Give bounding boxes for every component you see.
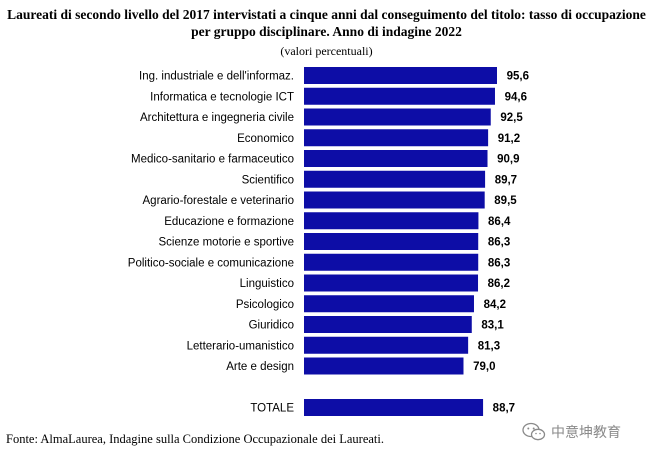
data-label: 84,2 <box>484 299 506 311</box>
data-label: 79,0 <box>473 361 495 373</box>
category-label: Educazione e formazione <box>164 216 294 228</box>
category-label: Ing. industriale e dell'informaz. <box>139 71 294 83</box>
data-label: 89,7 <box>495 174 517 186</box>
data-label: 89,5 <box>494 195 517 207</box>
category-label: Arte e design <box>226 361 294 373</box>
data-label: 95,6 <box>507 71 529 83</box>
category-label: Informatica e tecnologie ICT <box>150 91 294 103</box>
watermark-text: 中意坤教育 <box>551 425 621 441</box>
chart-title-line-2: per gruppo disciplinare. Anno di indagin… <box>191 24 462 39</box>
watermark: 中意坤教育 <box>522 421 621 443</box>
source-note: Fonte: AlmaLaurea, Indagine sulla Condiz… <box>6 432 384 446</box>
bar <box>304 170 486 188</box>
data-label: 94,6 <box>505 91 527 103</box>
bar <box>304 274 479 292</box>
chart-title: Laureati di secondo livello del 2017 int… <box>0 6 653 40</box>
chart-title-line-1: Laureati di secondo livello del 2017 int… <box>7 7 646 22</box>
bar <box>304 233 479 250</box>
bar <box>304 150 488 167</box>
data-label: 86,3 <box>488 257 510 269</box>
category-label: Politico-sociale e comunicazione <box>128 257 294 269</box>
wechat-logo-icon <box>522 422 546 441</box>
category-label: TOTALE <box>250 403 294 415</box>
category-label: Architettura e ingegneria civile <box>140 112 294 124</box>
bar <box>304 108 491 126</box>
data-label: 81,3 <box>478 340 500 352</box>
category-label: Medico-sanitario e farmaceutico <box>131 154 294 166</box>
category-label: Giuridico <box>249 320 294 332</box>
bar <box>304 129 489 147</box>
data-label: 86,4 <box>488 216 511 228</box>
data-label: 83,1 <box>481 320 504 332</box>
data-label: 92,5 <box>500 112 523 124</box>
category-label: Scienze motorie e sportive <box>158 237 294 249</box>
category-label: Linguistico <box>240 278 294 290</box>
bar <box>304 87 495 105</box>
category-label: Scientifico <box>242 174 294 186</box>
bar <box>304 67 497 84</box>
data-label: 88,7 <box>493 403 515 415</box>
data-label: 91,2 <box>498 133 520 145</box>
category-label: Agrario-forestale e veterinario <box>143 195 295 207</box>
bar <box>304 212 479 230</box>
category-label: Letterario-umanistico <box>187 340 294 352</box>
bar <box>304 191 485 209</box>
data-label: 86,3 <box>488 237 510 249</box>
bar <box>304 253 479 271</box>
data-label: 86,2 <box>488 278 510 290</box>
bar <box>304 399 484 416</box>
bar <box>304 336 469 354</box>
bar <box>304 357 464 375</box>
data-label: 90,9 <box>497 154 519 166</box>
bar <box>304 295 474 313</box>
bar <box>304 316 472 333</box>
category-label: Economico <box>237 133 294 145</box>
category-label: Psicologico <box>236 299 294 311</box>
chart-subtitle: (valori percentuali) <box>280 44 373 58</box>
